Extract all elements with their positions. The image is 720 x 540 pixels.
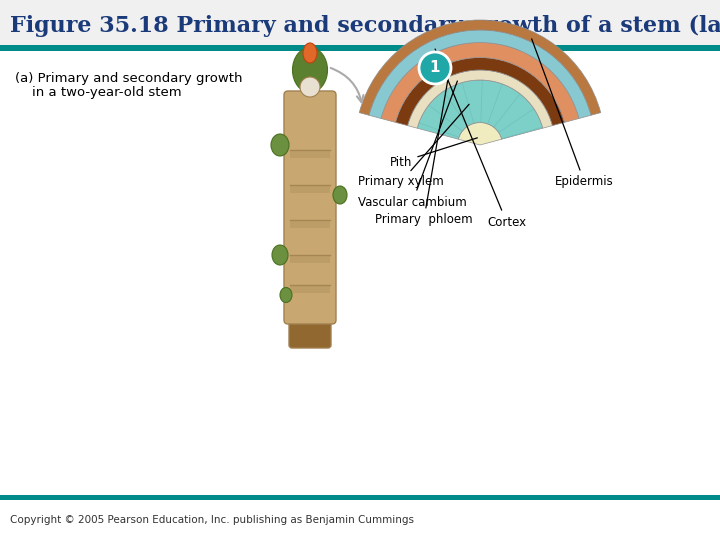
Bar [290, 150, 330, 158]
FancyArrowPatch shape [330, 68, 364, 102]
FancyBboxPatch shape [284, 91, 336, 324]
Text: Vascular cambium: Vascular cambium [358, 81, 467, 208]
Text: (a) Primary and secondary growth: (a) Primary and secondary growth [15, 72, 243, 85]
Text: Primary xylem: Primary xylem [358, 104, 469, 188]
Wedge shape [458, 123, 502, 145]
Wedge shape [408, 70, 552, 128]
Ellipse shape [271, 134, 289, 156]
Bar [290, 220, 330, 228]
Wedge shape [417, 80, 543, 139]
Circle shape [419, 52, 451, 84]
Bar [290, 185, 330, 193]
Text: Cortex: Cortex [435, 49, 526, 228]
Ellipse shape [333, 186, 347, 204]
Text: Epidermis: Epidermis [531, 39, 613, 188]
Wedge shape [395, 57, 564, 126]
Circle shape [300, 77, 320, 97]
Text: in a two-year-old stem: in a two-year-old stem [15, 86, 181, 99]
Ellipse shape [303, 43, 317, 63]
Text: Figure 35.18 Primary and secondary growth of a stem (layer 1): Figure 35.18 Primary and secondary growt… [10, 15, 720, 37]
Bar [0, 45, 720, 51]
Bar [290, 285, 330, 293]
Wedge shape [369, 30, 591, 118]
FancyBboxPatch shape [289, 317, 331, 348]
Wedge shape [381, 43, 579, 123]
Ellipse shape [272, 245, 288, 265]
Text: Pith: Pith [390, 138, 477, 168]
Bar [0, 0, 720, 45]
Text: 1: 1 [430, 60, 440, 76]
Bar [290, 255, 330, 263]
Ellipse shape [280, 287, 292, 302]
Text: Primary  phloem: Primary phloem [375, 72, 472, 226]
Text: Copyright © 2005 Pearson Education, Inc. publishing as Benjamin Cummings: Copyright © 2005 Pearson Education, Inc.… [10, 515, 414, 525]
Ellipse shape [292, 48, 328, 92]
Bar [0, 495, 720, 500]
Wedge shape [359, 20, 600, 115]
